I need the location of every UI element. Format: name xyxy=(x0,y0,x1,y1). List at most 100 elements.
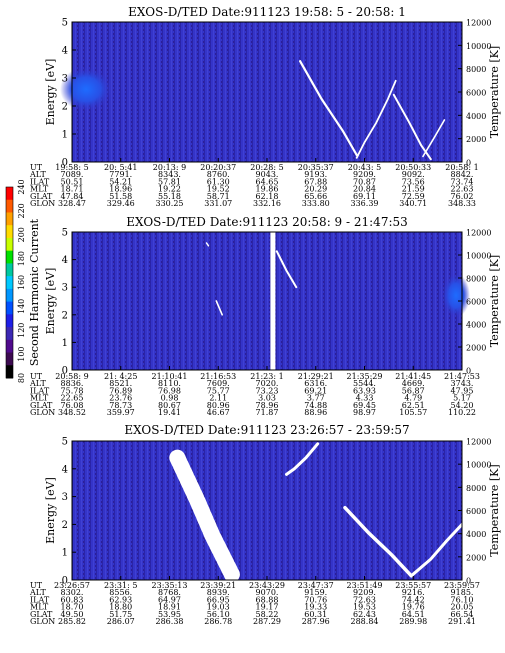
ephemeris-value: 18.71 xyxy=(61,185,84,194)
ephemeris-value: 340.71 xyxy=(399,199,427,208)
y2-tick-label: 12000 xyxy=(466,229,491,238)
y-axis-label: Energy [eV] xyxy=(44,59,57,126)
ephemeris-value: 20:58: 9 xyxy=(55,372,88,381)
ephemeris-value: 21:23: 1 xyxy=(250,372,283,381)
ephemeris-value: 19.22 xyxy=(158,185,181,194)
y2-tick-label: 2000 xyxy=(466,344,486,353)
ephemeris-value: 286.78 xyxy=(204,617,232,626)
colorbar-tick-label: 160 xyxy=(17,275,26,290)
ephemeris-value: 23:59:57 xyxy=(444,581,480,590)
panel-3: EXOS-D/TED Date:911123 23:26:57 - 23:59:… xyxy=(29,423,501,626)
ephemeris-value: 73.74 xyxy=(451,177,474,186)
y-tick-label: 2 xyxy=(62,310,68,321)
ephemeris-row-label: ALT xyxy=(29,170,46,179)
ephemeris-value: 68.88 xyxy=(256,595,279,604)
ephemeris-row-label: ALT xyxy=(29,379,46,388)
colorbar-tick-label: 80 xyxy=(17,373,26,383)
ephemeris-value: 61.30 xyxy=(207,177,230,186)
ephemeris-value: 51.58 xyxy=(109,192,132,201)
ephemeris-value: 289.98 xyxy=(399,617,427,626)
y-tick-label: 5 xyxy=(62,437,68,448)
ephemeris-row-label: ALT xyxy=(29,588,46,597)
ephemeris-value: 20:13: 9 xyxy=(153,163,186,172)
colorbar-segment xyxy=(6,250,13,264)
ephemeris-value: 21:47:53 xyxy=(444,372,480,381)
ephemeris-value: 66.95 xyxy=(207,595,230,604)
ephemeris-value: 71.87 xyxy=(256,408,279,417)
ephemeris-value: 19.86 xyxy=(256,185,279,194)
y-tick-label: 3 xyxy=(62,492,68,503)
colorbar-segment xyxy=(6,263,13,277)
ephemeris-value: 9070. xyxy=(256,588,279,597)
ephemeris-value: 20:35:37 xyxy=(298,163,334,172)
y-tick-label: 4 xyxy=(62,255,68,266)
ephemeris-value: 69.21 xyxy=(304,386,327,395)
ephemeris-value: 54.21 xyxy=(109,177,132,186)
y-tick-label: 3 xyxy=(62,74,68,85)
y-axis-label: Energy [eV] xyxy=(44,477,57,544)
y2-tick-label: 8000 xyxy=(466,484,486,493)
ephemeris-value: 5544. xyxy=(353,379,376,388)
ephemeris-value: 105.57 xyxy=(399,408,427,417)
ephemeris-value: 8939. xyxy=(207,588,230,597)
ephemeris-value: 64.97 xyxy=(158,595,181,604)
ephemeris-value: 58.71 xyxy=(207,192,230,201)
colorbar-tick-label: 100 xyxy=(17,346,26,361)
ephemeris-value: 19.53 xyxy=(353,603,376,612)
ephemeris-value: 23:51:49 xyxy=(347,581,383,590)
ephemeris-row-label: ILAT xyxy=(30,595,50,604)
y2-axis-label: Temperature [K] xyxy=(488,255,501,347)
ephemeris-value: 70.87 xyxy=(353,177,376,186)
ephemeris-value: 74.42 xyxy=(402,595,425,604)
ephemeris-value: 19.41 xyxy=(158,408,181,417)
y2-tick-label: 10000 xyxy=(466,461,491,470)
ephemeris-value: 3743. xyxy=(451,379,474,388)
ephemeris-value: 69.11 xyxy=(353,192,376,201)
y2-tick-label: 10000 xyxy=(466,252,491,261)
ephemeris-row-label: ILAT xyxy=(30,177,50,186)
ephemeris-value: 60.31 xyxy=(304,610,327,619)
trace-group xyxy=(205,232,298,370)
ephemeris-value: 56.10 xyxy=(207,610,230,619)
y2-tick-label: 6000 xyxy=(466,298,486,307)
y-tick-label: 2 xyxy=(62,102,68,113)
ephemeris-value: 333.80 xyxy=(302,199,330,208)
ephemeris-row-label: GLAT xyxy=(30,192,53,201)
ephemeris-value: 3.77 xyxy=(307,394,325,403)
colorbar-frame xyxy=(5,186,14,379)
ephemeris-value: 60.83 xyxy=(61,595,84,604)
y2-tick-label: 8000 xyxy=(466,275,486,284)
ephemeris-value: 4.33 xyxy=(356,394,374,403)
ephemeris-value: 2.11 xyxy=(209,394,227,403)
ephemeris-value: 64.65 xyxy=(256,177,279,186)
emission-trace xyxy=(343,505,414,578)
ephemeris-value: 46.67 xyxy=(207,408,230,417)
ephemeris-value: 54.20 xyxy=(451,401,474,410)
ephemeris-value: 53.95 xyxy=(158,610,181,619)
ephemeris-row-label: UT xyxy=(30,372,43,381)
ephemeris-value: 18.91 xyxy=(158,603,181,612)
ephemeris-value: 285.82 xyxy=(58,617,86,626)
ephemeris-value: 348.52 xyxy=(58,408,86,417)
ephemeris-value: 21:35:29 xyxy=(347,372,383,381)
ephemeris-value: 331.07 xyxy=(204,199,232,208)
plot-area xyxy=(72,441,462,580)
ephemeris-row-label: MLT xyxy=(30,185,49,194)
ephemeris-value: 287.96 xyxy=(302,617,330,626)
ephemeris-row-label: MLT xyxy=(30,603,49,612)
colorbar-tick-label: 200 xyxy=(17,227,26,242)
ephemeris-value: 4669. xyxy=(402,379,425,388)
ephemeris-value: 21:41:45 xyxy=(395,372,431,381)
ephemeris-value: 23:26:57 xyxy=(54,581,90,590)
ephemeris-value: 20.05 xyxy=(451,603,474,612)
colorbar-segment xyxy=(6,339,13,354)
ephemeris-value: 78.96 xyxy=(256,401,279,410)
ephemeris-value: 348.33 xyxy=(448,199,476,208)
y-tick-label: 0 xyxy=(62,576,68,587)
ephemeris-value: 47.95 xyxy=(451,386,474,395)
ephemeris-value: 47.84 xyxy=(61,192,84,201)
ephemeris-value: 3.03 xyxy=(258,394,276,403)
ephemeris-value: 7791. xyxy=(109,170,132,179)
ephemeris-value: 19.33 xyxy=(304,603,327,612)
